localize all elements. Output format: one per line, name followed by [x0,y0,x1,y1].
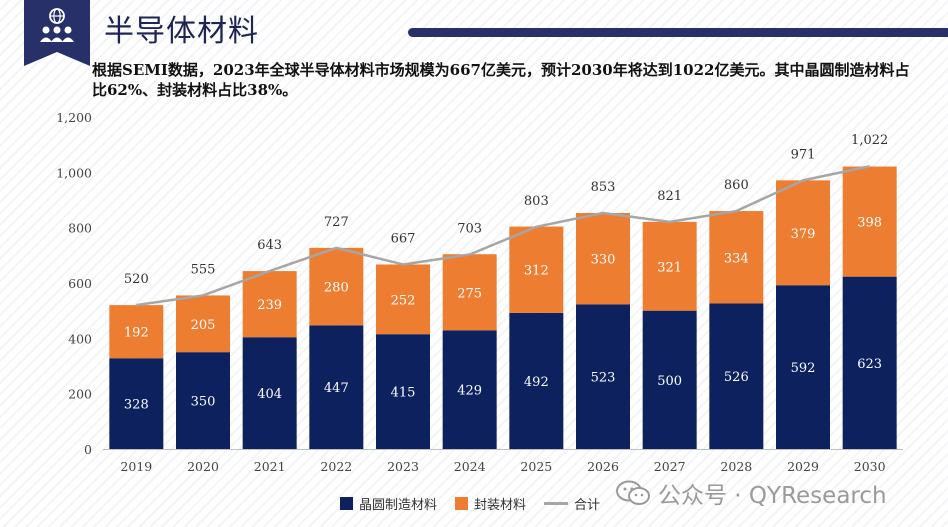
bar-packaging [509,226,564,313]
x-tick-label: 2023 [387,459,419,474]
page-title: 半导体材料 [104,14,259,49]
bar-packaging [242,271,297,338]
bar-wafer [442,330,497,449]
bar-wafer [842,276,897,449]
bar-packaging [576,213,630,305]
data-label-total: 727 [324,215,349,230]
data-label-packaging: 280 [324,281,349,296]
chart-legend: 晶圆制造材料 封装材料 合计 [340,494,618,513]
y-tick-label: 800 [68,221,92,236]
bar-wafer [309,325,364,449]
bar-packaging [376,264,430,335]
data-label-total: 971 [791,147,816,162]
data-label-total: 520 [124,272,149,287]
x-tick-label: 2022 [320,459,352,474]
legend-item-wafer: 晶圆制造材料 [340,494,437,513]
y-tick-label: 600 [68,276,92,291]
bar-packaging [776,180,830,286]
y-tick-label: 0 [84,442,92,457]
data-label-packaging: 379 [791,227,816,242]
data-label-wafer: 415 [391,386,416,401]
watermark: 公众号 · QYResearch [616,476,887,510]
x-tick-label: 2021 [254,459,286,474]
bar-wafer [109,358,164,449]
data-label-total: 821 [657,189,682,204]
data-label-wafer: 492 [524,375,549,390]
data-label-total: 1,022 [851,133,888,148]
x-tick-label: 2020 [187,459,219,474]
x-tick-label: 2029 [787,459,819,474]
bar-wafer [376,334,430,449]
x-tick-label: 2024 [454,459,486,474]
data-label-wafer: 447 [324,381,349,396]
title-accent-bar [408,28,948,37]
bar-packaging [709,211,764,304]
legend-item-total: 合计 [544,494,600,513]
bar-packaging [309,247,364,326]
data-label-wafer: 404 [257,387,282,402]
data-label-packaging: 239 [257,298,282,313]
legend-swatch-packaging [455,497,469,510]
x-tick-label: 2027 [654,459,686,474]
data-label-total: 643 [257,238,282,253]
x-tick-label: 2030 [854,459,886,474]
bar-packaging [642,221,697,311]
bar-wafer [576,304,630,449]
data-label-packaging: 192 [124,326,149,341]
data-label-wafer: 526 [724,370,749,385]
bar-packaging [109,305,164,359]
data-label-packaging: 275 [457,286,482,301]
data-label-total: 555 [191,262,216,277]
data-label-wafer: 328 [124,398,149,413]
legend-item-packaging: 封装材料 [455,494,526,513]
y-tick-label: 200 [68,387,92,402]
x-tick-label: 2028 [720,459,752,474]
data-label-packaging: 398 [857,216,882,231]
legend-label-packaging: 封装材料 [474,498,527,513]
bar-wafer [642,310,697,449]
data-label-total: 703 [457,222,482,237]
legend-label-wafer: 晶圆制造材料 [359,498,438,513]
legend-line-total [544,502,569,505]
data-label-total: 667 [391,231,416,246]
legend-swatch-wafer [340,497,353,510]
data-label-wafer: 523 [591,371,616,386]
legend-label-total: 合计 [574,498,601,513]
data-label-packaging: 321 [657,260,682,275]
wechat-icon [616,480,650,505]
data-label-total: 853 [591,180,616,195]
bar-packaging [442,254,497,331]
bar-packaging [842,166,897,277]
x-tick-label: 2026 [587,459,619,474]
x-tick-label: 2025 [520,459,552,474]
data-label-wafer: 500 [657,374,682,389]
description-text: 根据SEMI数据，2023年全球半导体材料市场规模为667亿美元，预计2030年… [92,61,910,99]
x-tick-label: 2019 [120,459,152,474]
bar-wafer [709,303,764,449]
y-tick-label: 1,000 [56,165,92,180]
team-icon [24,0,90,66]
data-label-packaging: 330 [591,253,616,268]
data-label-packaging: 312 [524,264,549,279]
bar-wafer [176,352,230,449]
data-label-total: 803 [524,194,549,209]
data-label-wafer: 623 [857,357,882,372]
bar-wafer [242,337,297,449]
bar-wafer [509,312,564,449]
total-line [136,165,870,307]
data-label-packaging: 205 [191,318,216,333]
y-tick-label: 400 [68,331,92,346]
watermark-text: 公众号 · QYResearch [658,483,887,509]
data-label-packaging: 334 [724,251,749,266]
data-label-total: 860 [724,178,749,193]
y-tick-label: 1,200 [56,110,92,125]
data-label-wafer: 592 [791,361,816,376]
data-label-packaging: 252 [391,293,416,308]
bar-wafer [776,285,830,449]
data-label-wafer: 429 [457,384,482,399]
bar-packaging [176,295,230,353]
data-label-wafer: 350 [191,395,216,410]
